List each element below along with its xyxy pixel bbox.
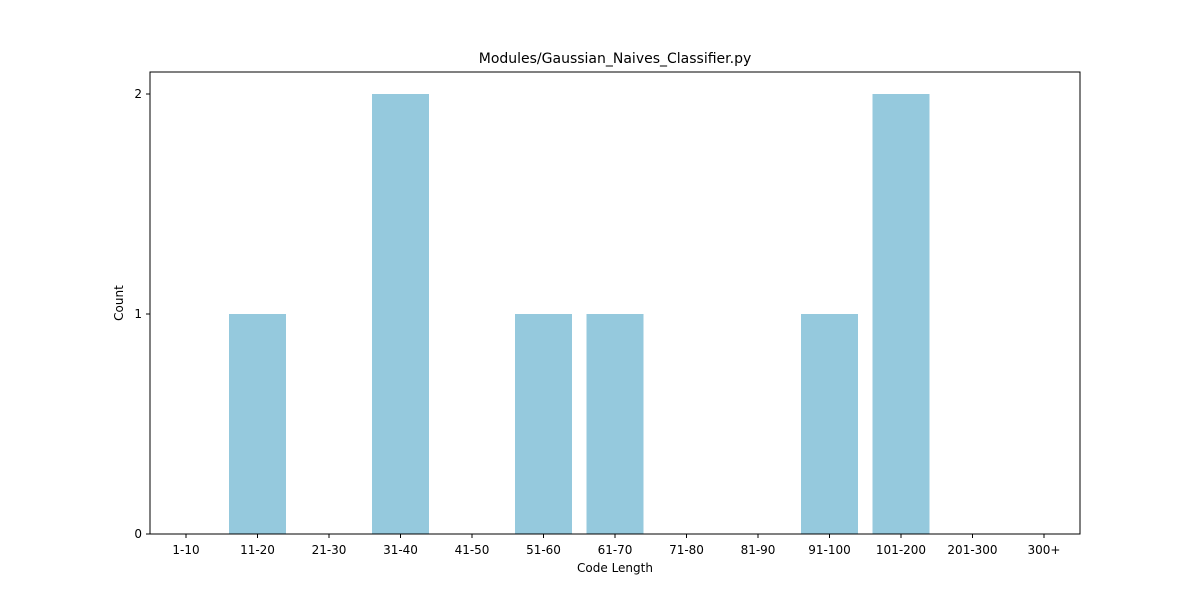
bars-group [229,94,930,534]
bar-11-20 [229,314,286,534]
chart-title: Modules/Gaussian_Naives_Classifier.py [479,51,752,67]
x-tick-label: 101-200 [876,543,926,557]
x-tick-label: 201-300 [947,543,997,557]
bar-31-40 [372,94,429,534]
bar-61-70 [586,314,644,534]
y-axis-label: Count [112,285,126,321]
bar-101-200 [872,94,930,534]
x-tick-label: 41-50 [455,543,490,557]
y-tick-label: 0 [134,527,142,541]
x-axis-label: Code Length [577,561,653,575]
y-tick-label: 1 [134,307,142,321]
x-tick-label: 1-10 [172,543,199,557]
x-tick-label: 300+ [1028,543,1061,557]
x-tick-label: 11-20 [240,543,275,557]
y-tick-label: 2 [134,87,142,101]
x-tick-label: 51-60 [526,543,561,557]
x-tick-label: 81-90 [741,543,776,557]
bar-51-60 [515,314,572,534]
bar-91-100 [801,314,858,534]
y-axis-ticks: 0 1 2 [134,87,150,541]
x-tick-label: 91-100 [808,543,851,557]
x-tick-label: 71-80 [669,543,704,557]
x-tick-label: 21-30 [312,543,347,557]
x-tick-label: 31-40 [383,543,418,557]
x-axis-ticks: 1-10 11-20 21-30 31-40 41-50 51-60 61-70 71-80 8… [172,534,1060,557]
x-tick-label: 61-70 [598,543,633,557]
